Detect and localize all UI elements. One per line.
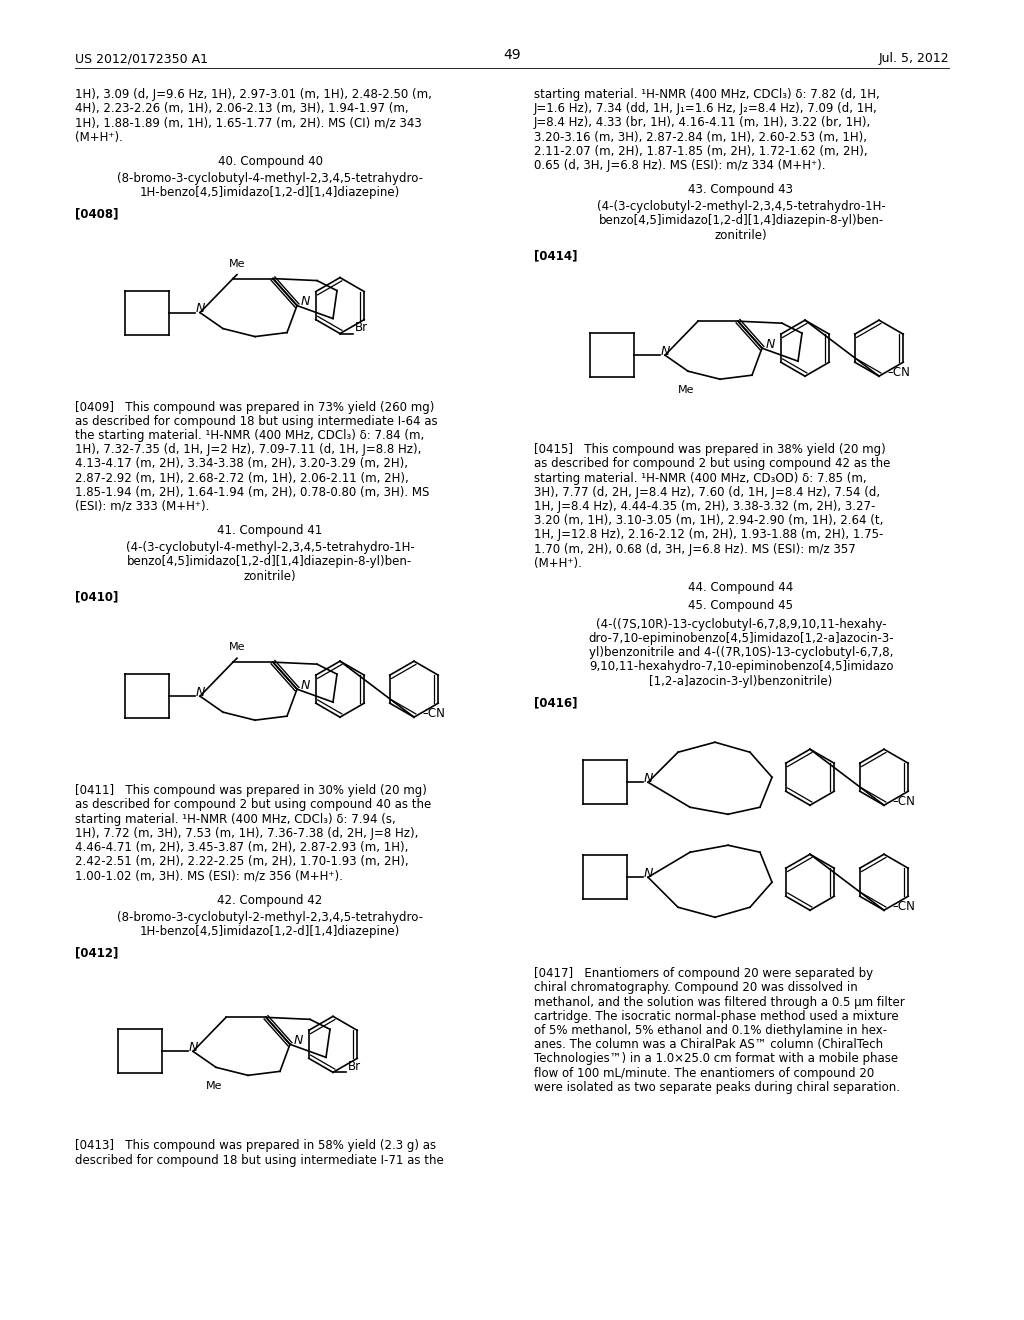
Text: –CN: –CN: [892, 900, 914, 912]
Text: [0416]: [0416]: [534, 696, 578, 709]
Text: of 5% methanol, 5% ethanol and 0.1% diethylamine in hex-: of 5% methanol, 5% ethanol and 0.1% diet…: [534, 1024, 887, 1038]
Text: N: N: [660, 345, 670, 358]
Text: 43. Compound 43: 43. Compound 43: [688, 183, 794, 197]
Text: [0417]   Enantiomers of compound 20 were separated by: [0417] Enantiomers of compound 20 were s…: [534, 968, 873, 981]
Text: zonitrile): zonitrile): [244, 569, 296, 582]
Text: anes. The column was a ChiralPak AS™ column (ChiralTech: anes. The column was a ChiralPak AS™ col…: [534, 1039, 883, 1051]
Text: N: N: [301, 296, 310, 308]
Text: [0411]   This compound was prepared in 30% yield (20 mg): [0411] This compound was prepared in 30%…: [75, 784, 427, 797]
Text: (ESI): m/z 333 (M+H⁺).: (ESI): m/z 333 (M+H⁺).: [75, 500, 209, 513]
Text: (M+H⁺).: (M+H⁺).: [75, 131, 123, 144]
Text: 3H), 7.77 (d, 2H, J=8.4 Hz), 7.60 (d, 1H, J=8.4 Hz), 7.54 (d,: 3H), 7.77 (d, 2H, J=8.4 Hz), 7.60 (d, 1H…: [534, 486, 880, 499]
Text: N: N: [188, 1041, 198, 1053]
Text: 4.46-4.71 (m, 2H), 3.45-3.87 (m, 2H), 2.87-2.93 (m, 1H),: 4.46-4.71 (m, 2H), 3.45-3.87 (m, 2H), 2.…: [75, 841, 409, 854]
Text: 45. Compound 45: 45. Compound 45: [688, 599, 794, 612]
Text: [1,2-a]azocin-3-yl)benzonitrile): [1,2-a]azocin-3-yl)benzonitrile): [649, 675, 833, 688]
Text: yl)benzonitrile and 4-((7R,10S)-13-cyclobutyl-6,7,8,: yl)benzonitrile and 4-((7R,10S)-13-cyclo…: [589, 647, 893, 659]
Text: Me: Me: [206, 1081, 222, 1092]
Text: Me: Me: [229, 642, 246, 652]
Text: (4-(3-cyclobutyl-2-methyl-2,3,4,5-tetrahydro-1H-: (4-(3-cyclobutyl-2-methyl-2,3,4,5-tetrah…: [597, 201, 886, 213]
Text: –CN: –CN: [892, 795, 914, 808]
Text: Br: Br: [348, 1060, 361, 1073]
Text: 49: 49: [503, 48, 521, 62]
Text: (8-bromo-3-cyclobutyl-2-methyl-2,3,4,5-tetrahydro-: (8-bromo-3-cyclobutyl-2-methyl-2,3,4,5-t…: [117, 911, 423, 924]
Text: 1H-benzo[4,5]imidazo[1,2-d][1,4]diazepine): 1H-benzo[4,5]imidazo[1,2-d][1,4]diazepin…: [140, 186, 400, 199]
Text: chiral chromatography. Compound 20 was dissolved in: chiral chromatography. Compound 20 was d…: [534, 982, 858, 994]
Text: 40. Compound 40: 40. Compound 40: [217, 154, 323, 168]
Text: 1H), 7.32-7.35 (d, 1H, J=2 Hz), 7.09-7.11 (d, 1H, J=8.8 Hz),: 1H), 7.32-7.35 (d, 1H, J=2 Hz), 7.09-7.1…: [75, 444, 421, 457]
Text: benzo[4,5]imidazo[1,2-d][1,4]diazepin-8-yl)ben-: benzo[4,5]imidazo[1,2-d][1,4]diazepin-8-…: [127, 556, 413, 569]
Text: 1H, J=12.8 Hz), 2.16-2.12 (m, 2H), 1.93-1.88 (m, 2H), 1.75-: 1H, J=12.8 Hz), 2.16-2.12 (m, 2H), 1.93-…: [534, 528, 884, 541]
Text: 44. Compound 44: 44. Compound 44: [688, 581, 794, 594]
Text: dro-7,10-epiminobenzo[4,5]imidazo[1,2-a]azocin-3-: dro-7,10-epiminobenzo[4,5]imidazo[1,2-a]…: [588, 632, 894, 645]
Text: N: N: [294, 1034, 303, 1047]
Text: 1H-benzo[4,5]imidazo[1,2-d][1,4]diazepine): 1H-benzo[4,5]imidazo[1,2-d][1,4]diazepin…: [140, 925, 400, 937]
Text: [0409]   This compound was prepared in 73% yield (260 mg): [0409] This compound was prepared in 73%…: [75, 400, 434, 413]
Text: the starting material. ¹H-NMR (400 MHz, CDCl₃) δ: 7.84 (m,: the starting material. ¹H-NMR (400 MHz, …: [75, 429, 424, 442]
Text: 1.00-1.02 (m, 3H). MS (ESI): m/z 356 (M+H⁺).: 1.00-1.02 (m, 3H). MS (ESI): m/z 356 (M+…: [75, 870, 343, 882]
Text: US 2012/0172350 A1: US 2012/0172350 A1: [75, 51, 208, 65]
Text: 1H), 1.88-1.89 (m, 1H), 1.65-1.77 (m, 2H). MS (CI) m/z 343: 1H), 1.88-1.89 (m, 1H), 1.65-1.77 (m, 2H…: [75, 116, 422, 129]
Text: Br: Br: [355, 321, 368, 334]
Text: benzo[4,5]imidazo[1,2-d][1,4]diazepin-8-yl)ben-: benzo[4,5]imidazo[1,2-d][1,4]diazepin-8-…: [598, 214, 884, 227]
Text: N: N: [196, 685, 205, 698]
Text: J=8.4 Hz), 4.33 (br, 1H), 4.16-4.11 (m, 1H), 3.22 (br, 1H),: J=8.4 Hz), 4.33 (br, 1H), 4.16-4.11 (m, …: [534, 116, 871, 129]
Text: 3.20 (m, 1H), 3.10-3.05 (m, 1H), 2.94-2.90 (m, 1H), 2.64 (t,: 3.20 (m, 1H), 3.10-3.05 (m, 1H), 2.94-2.…: [534, 515, 884, 527]
Text: [0413]   This compound was prepared in 58% yield (2.3 g) as: [0413] This compound was prepared in 58%…: [75, 1139, 436, 1152]
Text: described for compound 18 but using intermediate I-71 as the: described for compound 18 but using inte…: [75, 1154, 443, 1167]
Text: 3.20-3.16 (m, 3H), 2.87-2.84 (m, 1H), 2.60-2.53 (m, 1H),: 3.20-3.16 (m, 3H), 2.87-2.84 (m, 1H), 2.…: [534, 131, 867, 144]
Text: [0415]   This compound was prepared in 38% yield (20 mg): [0415] This compound was prepared in 38%…: [534, 444, 886, 457]
Text: starting material. ¹H-NMR (400 MHz, CDCl₃) δ: 7.82 (d, 1H,: starting material. ¹H-NMR (400 MHz, CDCl…: [534, 88, 880, 102]
Text: as described for compound 18 but using intermediate I-64 as: as described for compound 18 but using i…: [75, 414, 437, 428]
Text: 2.42-2.51 (m, 2H), 2.22-2.25 (m, 2H), 1.70-1.93 (m, 2H),: 2.42-2.51 (m, 2H), 2.22-2.25 (m, 2H), 1.…: [75, 855, 409, 869]
Text: Me: Me: [229, 259, 246, 268]
Text: (4-((7S,10R)-13-cyclobutyl-6,7,8,9,10,11-hexahy-: (4-((7S,10R)-13-cyclobutyl-6,7,8,9,10,11…: [596, 618, 887, 631]
Text: (8-bromo-3-cyclobutyl-4-methyl-2,3,4,5-tetrahydro-: (8-bromo-3-cyclobutyl-4-methyl-2,3,4,5-t…: [117, 172, 423, 185]
Text: N: N: [301, 678, 310, 692]
Text: N: N: [766, 338, 775, 351]
Text: 2.87-2.92 (m, 1H), 2.68-2.72 (m, 1H), 2.06-2.11 (m, 2H),: 2.87-2.92 (m, 1H), 2.68-2.72 (m, 1H), 2.…: [75, 471, 409, 484]
Text: [0414]: [0414]: [534, 249, 578, 263]
Text: 42. Compound 42: 42. Compound 42: [217, 894, 323, 907]
Text: –CN: –CN: [887, 366, 910, 379]
Text: 2.11-2.07 (m, 2H), 1.87-1.85 (m, 2H), 1.72-1.62 (m, 2H),: 2.11-2.07 (m, 2H), 1.87-1.85 (m, 2H), 1.…: [534, 145, 867, 158]
Text: zonitrile): zonitrile): [715, 228, 767, 242]
Text: [0408]: [0408]: [75, 207, 119, 220]
Text: 1H), 3.09 (d, J=9.6 Hz, 1H), 2.97-3.01 (m, 1H), 2.48-2.50 (m,: 1H), 3.09 (d, J=9.6 Hz, 1H), 2.97-3.01 (…: [75, 88, 432, 102]
Text: starting material. ¹H-NMR (400 MHz, CDCl₃) δ: 7.94 (s,: starting material. ¹H-NMR (400 MHz, CDCl…: [75, 813, 395, 825]
Text: 0.65 (d, 3H, J=6.8 Hz). MS (ESI): m/z 334 (M+H⁺).: 0.65 (d, 3H, J=6.8 Hz). MS (ESI): m/z 33…: [534, 158, 825, 172]
Text: Technologies™) in a 1.0×25.0 cm format with a mobile phase: Technologies™) in a 1.0×25.0 cm format w…: [534, 1052, 898, 1065]
Text: J=1.6 Hz), 7.34 (dd, 1H, J₁=1.6 Hz, J₂=8.4 Hz), 7.09 (d, 1H,: J=1.6 Hz), 7.34 (dd, 1H, J₁=1.6 Hz, J₂=8…: [534, 102, 878, 115]
Text: were isolated as two separate peaks during chiral separation.: were isolated as two separate peaks duri…: [534, 1081, 900, 1094]
Text: –CN: –CN: [422, 706, 444, 719]
Text: 1.85-1.94 (m, 2H), 1.64-1.94 (m, 2H), 0.78-0.80 (m, 3H). MS: 1.85-1.94 (m, 2H), 1.64-1.94 (m, 2H), 0.…: [75, 486, 429, 499]
Text: 4.13-4.17 (m, 2H), 3.34-3.38 (m, 2H), 3.20-3.29 (m, 2H),: 4.13-4.17 (m, 2H), 3.34-3.38 (m, 2H), 3.…: [75, 457, 408, 470]
Text: 41. Compound 41: 41. Compound 41: [217, 524, 323, 537]
Text: flow of 100 mL/minute. The enantiomers of compound 20: flow of 100 mL/minute. The enantiomers o…: [534, 1067, 874, 1080]
Text: N: N: [196, 302, 205, 315]
Text: cartridge. The isocratic normal-phase method used a mixture: cartridge. The isocratic normal-phase me…: [534, 1010, 899, 1023]
Text: 1H), 7.72 (m, 3H), 7.53 (m, 1H), 7.36-7.38 (d, 2H, J=8 Hz),: 1H), 7.72 (m, 3H), 7.53 (m, 1H), 7.36-7.…: [75, 826, 419, 840]
Text: starting material. ¹H-NMR (400 MHz, CD₃OD) δ: 7.85 (m,: starting material. ¹H-NMR (400 MHz, CD₃O…: [534, 471, 866, 484]
Text: (M+H⁺).: (M+H⁺).: [534, 557, 582, 570]
Text: N: N: [643, 772, 652, 785]
Text: 4H), 2.23-2.26 (m, 1H), 2.06-2.13 (m, 3H), 1.94-1.97 (m,: 4H), 2.23-2.26 (m, 1H), 2.06-2.13 (m, 3H…: [75, 102, 409, 115]
Text: Me: Me: [678, 385, 694, 395]
Text: 9,10,11-hexahydro-7,10-epiminobenzo[4,5]imidazo: 9,10,11-hexahydro-7,10-epiminobenzo[4,5]…: [589, 660, 893, 673]
Text: [0412]: [0412]: [75, 946, 119, 960]
Text: Jul. 5, 2012: Jul. 5, 2012: [879, 51, 949, 65]
Text: methanol, and the solution was filtered through a 0.5 μm filter: methanol, and the solution was filtered …: [534, 995, 905, 1008]
Text: 1H, J=8.4 Hz), 4.44-4.35 (m, 2H), 3.38-3.32 (m, 2H), 3.27-: 1H, J=8.4 Hz), 4.44-4.35 (m, 2H), 3.38-3…: [534, 500, 876, 513]
Text: as described for compound 2 but using compound 40 as the: as described for compound 2 but using co…: [75, 799, 431, 812]
Text: as described for compound 2 but using compound 42 as the: as described for compound 2 but using co…: [534, 457, 891, 470]
Text: (4-(3-cyclobutyl-4-methyl-2,3,4,5-tetrahydro-1H-: (4-(3-cyclobutyl-4-methyl-2,3,4,5-tetrah…: [126, 541, 415, 554]
Text: [0410]: [0410]: [75, 591, 119, 603]
Text: N: N: [643, 867, 652, 879]
Text: 1.70 (m, 2H), 0.68 (d, 3H, J=6.8 Hz). MS (ESI): m/z 357: 1.70 (m, 2H), 0.68 (d, 3H, J=6.8 Hz). MS…: [534, 543, 856, 556]
